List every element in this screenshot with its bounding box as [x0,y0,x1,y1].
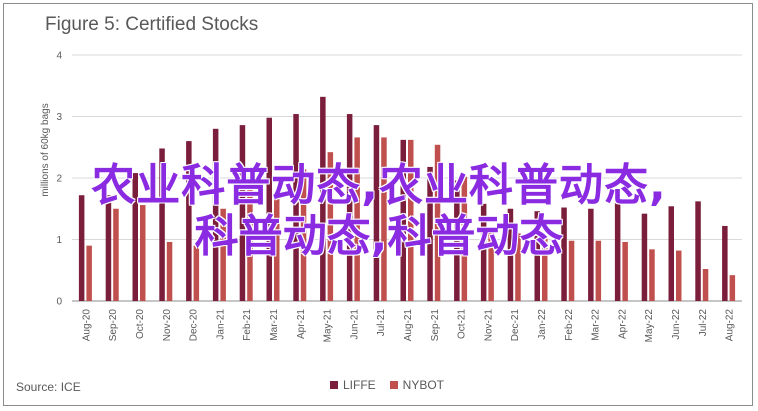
bar-nybot [327,152,334,301]
x-tick-label: May-22 [644,309,655,343]
bar-liffe [507,208,514,301]
y-tick-label: 0 [56,297,62,308]
y-tick-label: 4 [56,51,62,62]
bar-liffe [614,202,621,301]
bar-nybot [274,198,280,301]
bar-nybot [408,139,414,301]
legend-swatch-liffe [330,381,338,389]
x-tick-label: Dec-20 [189,309,200,342]
x-tick-label: Apr-22 [617,309,628,339]
bar-nybot [702,269,709,301]
bar-liffe [132,173,138,301]
bar-liffe [454,180,460,301]
bar-nybot [86,245,92,301]
bar-liffe [400,139,406,301]
x-tick-label: Feb-21 [242,309,253,341]
bars [78,96,736,301]
bar-nybot [649,249,655,301]
bar-nybot [300,169,307,301]
x-tick-label: Oct-21 [457,309,468,339]
x-tick-label: Feb-22 [564,309,575,341]
bar-liffe [78,195,85,301]
bar-liffe [373,125,380,301]
x-tick-label: Jun-22 [671,309,682,340]
y-axis-label: millions of 60kg bags [40,103,51,196]
y-tick-label: 2 [56,174,62,185]
bar-liffe [186,141,192,301]
x-tick-label: Apr-21 [296,309,307,339]
bar-nybot [542,235,548,301]
x-tick-label: Mar-21 [269,309,280,341]
bar-liffe [159,148,165,301]
x-tick-label: Jan-21 [215,309,226,340]
bar-liffe [266,117,272,301]
x-tick-label: Sep-20 [108,309,119,342]
x-tick-label: Nov-21 [483,309,494,342]
bar-nybot [676,250,682,301]
source-note: Source: ICE [16,380,81,394]
bar-nybot [595,240,602,301]
bar-liffe [668,206,674,301]
bar-nybot [568,240,575,301]
x-tick-label: Nov-20 [162,309,173,342]
bar-liffe [212,128,219,301]
bar-liffe [561,207,567,301]
axes: 0 1 2 3 4 Aug-20 Sep-20 Oct-20 Nov-20 Dec-20 Jan-2… [56,51,735,343]
x-tick-label: Mar-22 [591,309,602,341]
legend: LIFFE NYBOT [330,378,458,392]
legend-label-nybot: NYBOT [402,378,445,392]
bar-nybot [488,227,494,301]
chart-title: Figure 5: Certified Stocks [45,14,259,35]
bar-liffe [427,166,433,301]
bar-liffe [320,96,326,301]
bar-nybot [140,205,146,301]
gridlines [72,54,742,302]
x-tick-label: Jul-21 [376,309,387,337]
x-tick-label: Jul-22 [698,309,709,337]
bar-nybot [461,176,468,301]
legend-item-nybot: NYBOT [389,378,445,392]
legend-label-liffe: LIFFE [343,378,376,392]
bar-nybot [515,233,521,301]
x-tick-label: Dec-21 [510,309,521,342]
bar-nybot [220,208,226,301]
bar-nybot [193,245,200,301]
bar-liffe [534,211,540,301]
legend-item-liffe: LIFFE [330,378,376,392]
bar-liffe [105,195,112,301]
bar-liffe [695,201,701,301]
bar-liffe [722,225,728,301]
bar-nybot [354,137,360,301]
bar-nybot [381,137,387,301]
x-tick-label: Aug-20 [81,309,92,342]
y-tick-label: 3 [56,112,62,123]
bar-liffe [239,125,246,301]
bar-nybot [729,275,736,301]
bar-nybot [622,241,628,301]
bar-nybot [166,241,173,301]
x-tick-label: Jan-22 [537,309,548,340]
bar-liffe [480,203,487,301]
x-tick-label: Sep-21 [430,309,441,342]
x-tick-label: Oct-20 [135,309,146,339]
legend-swatch-nybot [389,381,398,389]
bar-nybot [247,187,253,301]
bar-liffe [588,208,594,301]
x-tick-label: Jun-21 [349,309,360,340]
bar-liffe [346,114,353,301]
bar-liffe [293,114,299,301]
y-tick-label: 1 [56,235,62,246]
x-tick-label: Aug-21 [403,309,414,342]
bar-nybot [434,144,441,301]
x-tick-label: May-21 [323,309,334,343]
x-tick-label: Aug-22 [725,309,736,342]
bar-liffe [641,213,648,301]
bar-nybot [113,208,119,301]
